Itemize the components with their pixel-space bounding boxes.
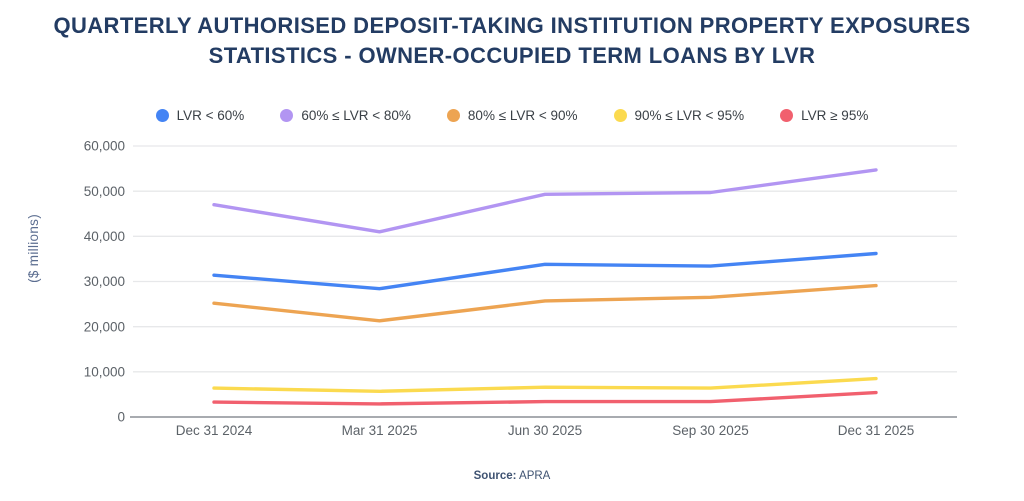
series-line-0 <box>212 251 878 291</box>
source-note: Source: APRA <box>0 470 1024 482</box>
y-axis-title: ($ millions) <box>26 214 41 283</box>
x-axis-tick-label: Sep 30 2025 <box>672 423 749 438</box>
legend-dot-icon <box>446 109 460 122</box>
legend-dot-icon <box>780 109 794 122</box>
legend-dot-icon <box>155 109 169 122</box>
legend-dot-icon <box>613 109 627 122</box>
series-line-2 <box>212 283 878 323</box>
legend-dot-icon <box>280 109 294 122</box>
legend-item-1[interactable]: 60% ≤ LVR < 80% <box>280 108 411 123</box>
y-axis-tick-label: 60,000 <box>84 139 125 154</box>
y-axis-tick-label: 40,000 <box>84 229 125 244</box>
y-axis-tick-label: 0 <box>117 410 125 425</box>
series-line-3 <box>212 376 878 394</box>
chart-title: QUARTERLY AUTHORISED DEPOSIT-TAKING INST… <box>0 0 1024 71</box>
legend-item-label: LVR < 60% <box>176 108 245 123</box>
series-line-4 <box>212 390 878 406</box>
legend-item-3[interactable]: 90% ≤ LVR < 95% <box>613 108 745 123</box>
x-axis-tick-label: Dec 31 2025 <box>838 423 915 438</box>
legend-item-2[interactable]: 80% ≤ LVR < 90% <box>446 108 578 123</box>
legend: LVR < 60% 60% ≤ LVR < 80% 80% ≤ LVR < 90% 9… <box>0 108 1024 123</box>
legend-item-label: 80% ≤ LVR < 90% <box>467 108 578 123</box>
x-axis-tick-label: Mar 31 2025 <box>342 423 418 438</box>
x-axis-tick-label: Jun 30 2025 <box>508 423 582 438</box>
y-axis-tick-label: 20,000 <box>84 319 125 334</box>
legend-item-label: LVR ≥ 95% <box>801 108 869 123</box>
chart-title-line1: QUARTERLY AUTHORISED DEPOSIT-TAKING INST… <box>53 13 971 38</box>
source-value: APRA <box>519 470 551 482</box>
y-axis-tick-label: 30,000 <box>84 274 125 289</box>
legend-item-label: 60% ≤ LVR < 80% <box>301 108 411 123</box>
x-axis-tick-label: Dec 31 2024 <box>176 423 253 438</box>
y-axis-tick-label: 10,000 <box>84 365 125 380</box>
chart-title-line2: STATISTICS - OWNER-OCCUPIED TERM LOANS B… <box>208 43 816 68</box>
line-chart: 0 10,000 20,000 30,000 40,000 50,000 60,000 Dec… <box>84 139 957 438</box>
y-axis-tick-label: 50,000 <box>84 184 125 199</box>
series-line-1 <box>212 168 878 234</box>
legend-item-label: 90% ≤ LVR < 95% <box>634 108 745 123</box>
source-label: Source: <box>473 470 517 482</box>
legend-item-0[interactable]: LVR < 60% <box>155 108 245 123</box>
legend-item-4[interactable]: LVR ≥ 95% <box>780 108 868 123</box>
